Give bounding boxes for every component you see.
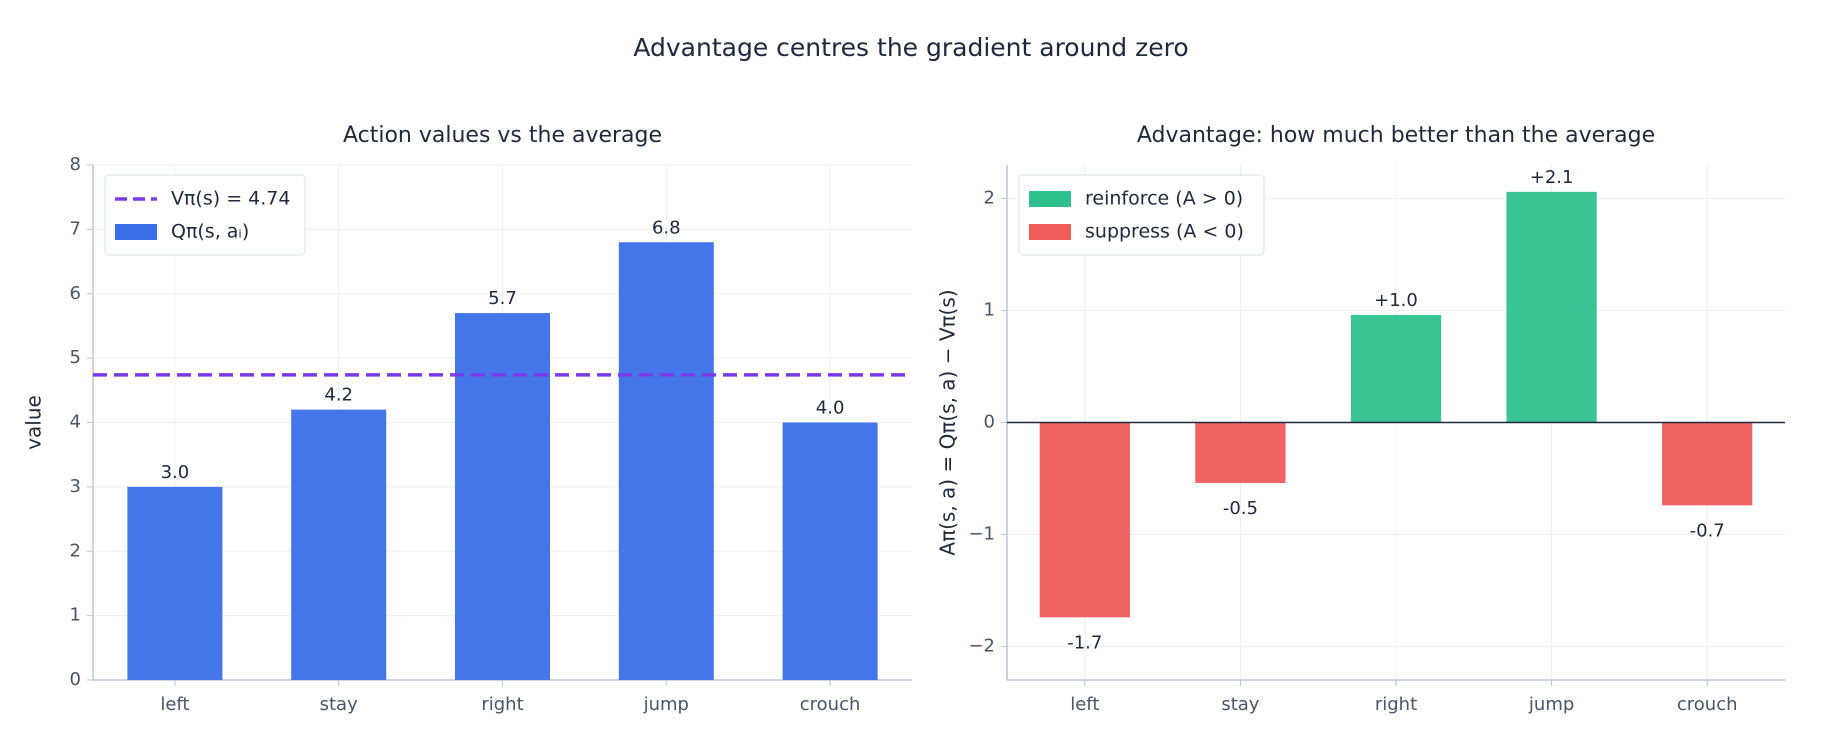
value-label: 5.7	[488, 288, 517, 309]
value-label: 3.0	[161, 462, 190, 483]
bar	[454, 313, 551, 680]
legend-label: suppress (A < 0)	[1085, 221, 1244, 243]
y-tick-label: 3	[70, 476, 81, 497]
bar	[291, 409, 387, 680]
value-label: +2.1	[1530, 167, 1574, 188]
figure-title: Advantage centres the gradient around ze…	[633, 33, 1188, 62]
x-tick-label: stay	[320, 694, 358, 715]
x-tick-label: left	[1070, 694, 1099, 715]
bar	[127, 486, 223, 680]
x-tick-label: jump	[643, 694, 689, 715]
legend-box	[1018, 174, 1265, 256]
y-tick-label: 0	[984, 412, 995, 433]
bar	[1039, 422, 1130, 618]
legend-swatch	[1029, 224, 1071, 240]
x-tick-label: left	[160, 694, 189, 715]
y-tick-label: 4	[70, 412, 81, 433]
y-tick-label: 5	[70, 347, 81, 368]
y-axis-label: Aπ(s, a) = Qπ(s, a) − Vπ(s)	[936, 289, 960, 555]
legend-label: Vπ(s) = 4.74	[171, 188, 290, 210]
value-label: -0.5	[1223, 498, 1258, 519]
bar	[1350, 315, 1442, 423]
y-tick-label: 2	[984, 188, 995, 209]
y-tick-label: 8	[70, 154, 81, 175]
y-tick-label: −2	[968, 635, 995, 656]
value-label: 6.8	[652, 217, 681, 238]
x-tick-label: right	[481, 694, 523, 715]
value-label: -1.7	[1067, 632, 1102, 653]
x-tick-label: right	[1375, 694, 1417, 715]
y-tick-label: 1	[70, 605, 81, 626]
panel-title: Action values vs the average	[343, 123, 662, 148]
value-label: -0.7	[1690, 520, 1725, 541]
value-label: +1.0	[1374, 290, 1418, 311]
legend-swatch	[115, 224, 157, 240]
y-tick-label: 1	[984, 300, 995, 321]
y-tick-label: 6	[70, 283, 81, 304]
legend-swatch	[1029, 191, 1071, 207]
bar	[1506, 191, 1597, 423]
y-tick-label: −1	[968, 523, 995, 544]
bar	[782, 422, 878, 680]
y-tick-label: 7	[70, 218, 81, 239]
bar	[1662, 422, 1753, 506]
bar	[1195, 422, 1286, 483]
y-tick-label: 2	[70, 540, 81, 561]
x-tick-label: crouch	[1677, 694, 1738, 715]
x-tick-label: stay	[1221, 694, 1259, 715]
x-tick-label: jump	[1528, 694, 1574, 715]
value-label: 4.0	[816, 398, 845, 419]
y-axis-label: value	[22, 395, 46, 450]
x-tick-label: crouch	[800, 694, 861, 715]
panel-title: Advantage: how much better than the aver…	[1137, 123, 1655, 148]
legend-label: reinforce (A > 0)	[1085, 188, 1243, 210]
legend-label: Qπ(s, aᵢ)	[171, 221, 249, 243]
value-label: 4.2	[324, 385, 353, 406]
y-tick-label: 0	[70, 669, 81, 690]
bar	[618, 242, 714, 680]
